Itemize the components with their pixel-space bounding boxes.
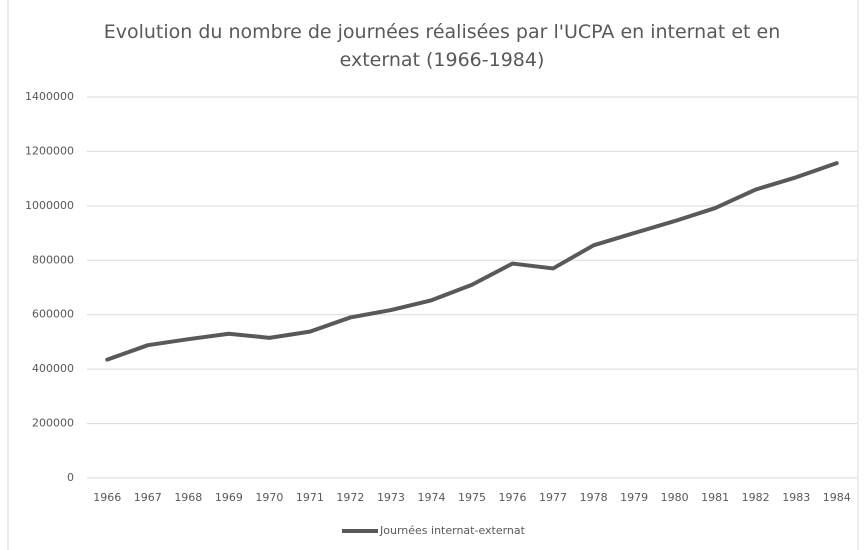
x-tick-label: 1975	[458, 491, 486, 504]
y-tick-label: 0	[67, 471, 74, 484]
y-tick-label: 1200000	[25, 144, 74, 157]
x-tick-label: 1971	[296, 491, 324, 504]
y-tick-label: 400000	[32, 362, 74, 375]
x-tick-label: 1968	[174, 491, 202, 504]
x-tick-label: 1967	[134, 491, 162, 504]
y-tick-label: 1000000	[25, 199, 74, 212]
legend-label: Journées internat-externat	[379, 524, 526, 537]
x-tick-label: 1981	[701, 491, 729, 504]
x-tick-label: 1970	[255, 491, 283, 504]
x-tick-label: 1977	[539, 491, 567, 504]
x-tick-label: 1973	[377, 491, 405, 504]
y-tick-label: 600000	[32, 308, 74, 321]
x-tick-label: 1972	[336, 491, 364, 504]
x-tick-label: 1966	[93, 491, 121, 504]
y-tick-label: 800000	[32, 253, 74, 266]
y-tick-label: 200000	[32, 417, 74, 430]
x-tick-label: 1976	[499, 491, 527, 504]
x-tick-label: 1969	[215, 491, 243, 504]
x-tick-label: 1974	[417, 491, 445, 504]
x-tick-label: 1979	[620, 491, 648, 504]
line	[105, 161, 839, 362]
x-tick-label: 1982	[742, 491, 770, 504]
y-tick-label: 1400000	[25, 90, 74, 103]
x-tick-label: 1984	[823, 491, 851, 504]
chart-title: Evolution du nombre de journées réalisée…	[103, 21, 781, 71]
x-tick-label: 1983	[782, 491, 810, 504]
x-tick-label: 1978	[580, 491, 608, 504]
x-tick-label: 1980	[661, 491, 689, 504]
